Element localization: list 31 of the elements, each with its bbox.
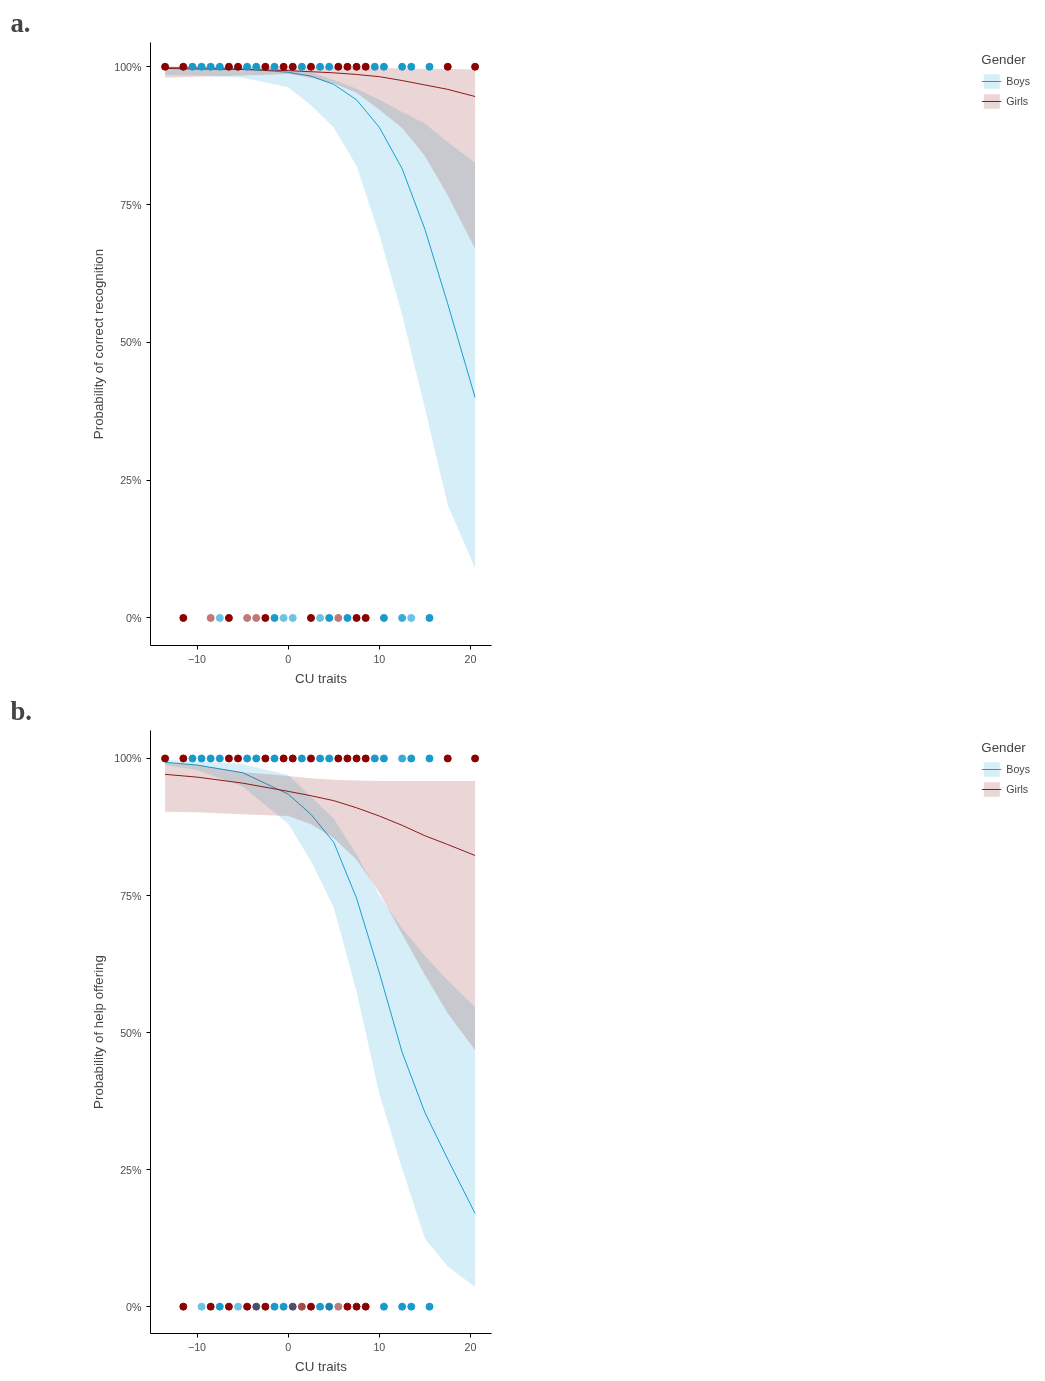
y-axis-title: Probability of help offering: [91, 955, 107, 1109]
y-tick-label: 75%: [120, 889, 143, 902]
y-tick-label: 100%: [114, 60, 143, 73]
y-axis-title: Probability of correct recognition: [91, 248, 107, 440]
legend-label: Boys: [1006, 763, 1030, 775]
y-tick-label: 0%: [126, 611, 143, 624]
y-tick-label: 25%: [120, 1163, 143, 1176]
x-tick-label: 20: [464, 652, 477, 665]
x-tick-label: −10: [187, 652, 207, 665]
line-series: [164, 773, 476, 856]
y-tick-label: 50%: [120, 336, 143, 349]
y-tick-label: 25%: [120, 474, 143, 487]
legend-title: Gender: [981, 52, 1027, 67]
x-tick-label: 10: [373, 1340, 386, 1353]
x-tick-label: 0: [285, 652, 292, 665]
chart-title: b.: [10, 695, 32, 726]
x-tick-label: 20: [464, 1340, 477, 1353]
y-tick-label: 100%: [114, 752, 143, 765]
y-tick-label: 0%: [126, 1300, 143, 1313]
legend-title: Gender: [981, 740, 1027, 755]
x-tick-label: 10: [373, 652, 386, 665]
legend-label: Boys: [1006, 75, 1030, 87]
x-tick-label: 0: [285, 1340, 292, 1353]
legend-label: Girls: [1006, 783, 1029, 795]
x-axis-title: CU traits: [295, 1358, 348, 1374]
chart-title: a.: [10, 7, 31, 38]
x-tick-label: −10: [187, 1340, 207, 1353]
legend-label: Girls: [1006, 95, 1029, 107]
x-axis-title: CU traits: [295, 670, 348, 686]
y-tick-label: 50%: [120, 1026, 143, 1039]
y-tick-label: 75%: [120, 198, 143, 211]
